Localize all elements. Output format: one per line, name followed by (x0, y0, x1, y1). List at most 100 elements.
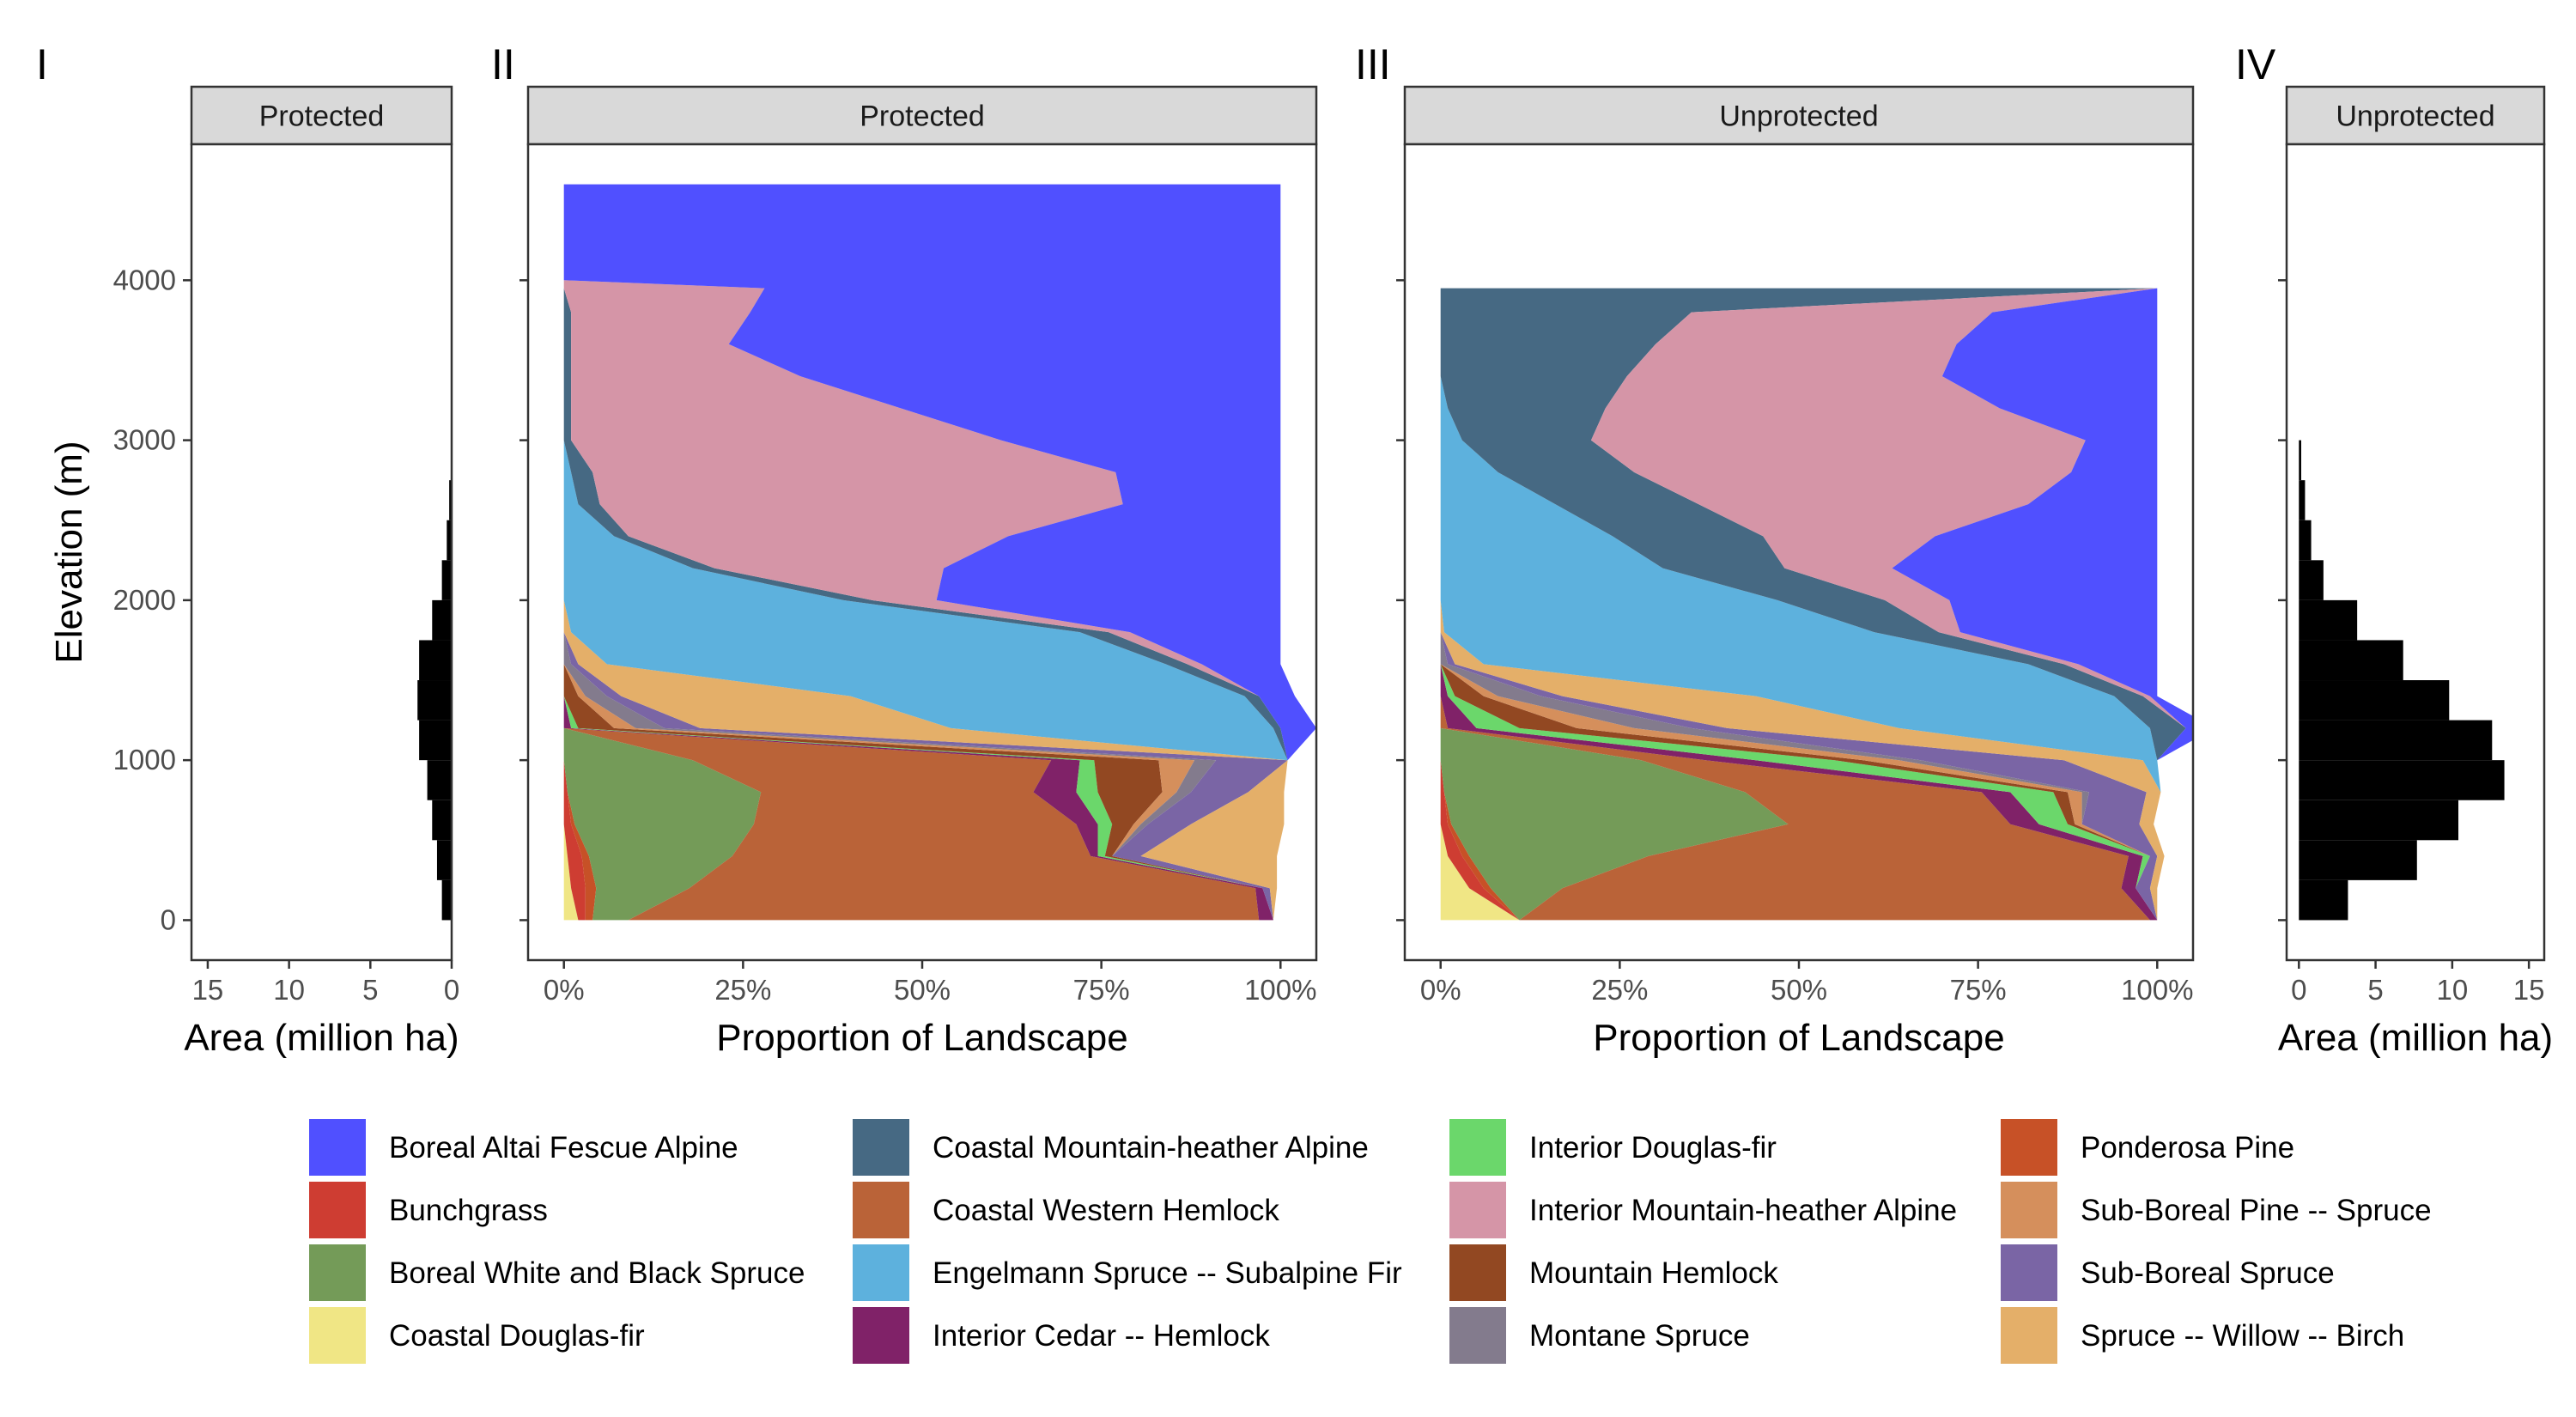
panel-tag: IV (2235, 40, 2276, 88)
x-tick-label: 0% (544, 974, 585, 1006)
histogram-bar (2299, 760, 2505, 800)
facet-strip-label: Protected (860, 100, 985, 133)
histogram-bar (432, 599, 452, 641)
x-tick-label: 50% (1771, 974, 1827, 1006)
area-series-coastal-western-hemlock (563, 184, 1260, 921)
x-tick-label: 75% (1073, 974, 1130, 1006)
area-series-engelmann-spruce-subalpine-fir (1440, 288, 2165, 921)
legend-key (2001, 1307, 2057, 1364)
legend-label: Engelmann Spruce -- Subalpine Fir (933, 1256, 1402, 1290)
x-tick-label: 5 (362, 974, 378, 1006)
legend-key (2001, 1182, 2057, 1238)
histogram-bar (417, 680, 452, 721)
x-tick-label: 75% (1950, 974, 2007, 1006)
facet-strip (526, 85, 1318, 146)
legend-key (853, 1244, 909, 1301)
legend-label: Coastal Douglas-fir (389, 1319, 645, 1353)
histogram-bar (2299, 800, 2458, 841)
facet-strip-label: Unprotected (2336, 100, 2494, 133)
area-series-bunchgrass (1440, 288, 1520, 921)
panel-border (2285, 143, 2546, 962)
legend-key (2001, 1119, 2057, 1176)
legend: Boreal Altai Fescue Alpine Bunchgrass Bore… (309, 1119, 2432, 1364)
area-series-boreal-altai-fescue-alpine (1892, 288, 2193, 921)
y-axis-title: Elevation (m) (48, 441, 90, 663)
x-tick-label: 25% (714, 974, 771, 1006)
facet-strip-label: Unprotected (1719, 100, 1878, 133)
histogram-bar (449, 480, 452, 520)
histogram-bar (2299, 560, 2324, 600)
x-tick-label: 0 (444, 974, 459, 1006)
histogram-bar (2299, 879, 2348, 921)
legend-key (1449, 1244, 1506, 1301)
area-series-engelmann-spruce-subalpine-fir (563, 184, 1288, 921)
legend-key (309, 1307, 366, 1364)
histogram-bar (2299, 720, 2493, 761)
panel-background (191, 144, 452, 960)
x-tick-label: 10 (273, 974, 305, 1006)
y-tick-label: 3000 (113, 424, 176, 456)
x-axis-title: Area (million ha) (2278, 1017, 2553, 1059)
legend-label: Boreal Altai Fescue Alpine (389, 1131, 738, 1165)
histogram-bar (2299, 520, 2312, 561)
x-tick-label: 0 (2291, 974, 2306, 1006)
legend-label: Interior Cedar -- Hemlock (933, 1319, 1270, 1353)
x-axis-title: Area (million ha) (184, 1017, 459, 1059)
legend-label: Bunchgrass (389, 1194, 548, 1227)
x-tick-label: 25% (1591, 974, 1648, 1006)
panel-tag: II (491, 40, 515, 88)
panel-tag: I (36, 40, 48, 88)
histogram-bar (441, 560, 452, 600)
facet-strip (2285, 85, 2546, 146)
facet-strip-label: Protected (259, 100, 385, 133)
legend-label: Boreal White and Black Spruce (389, 1256, 805, 1290)
legend-key (309, 1244, 366, 1301)
histogram-bar (2299, 680, 2450, 721)
y-tick-label: 2000 (113, 584, 176, 616)
legend-key (853, 1307, 909, 1364)
area-series-interior-mountain-heather-alpine (1591, 288, 2186, 921)
x-tick-label: 100% (2121, 974, 2193, 1006)
area-series-boreal-white-and-black-spruce (563, 184, 762, 921)
x-tick-label: 15 (192, 974, 224, 1006)
area-series-interior-mountain-heather-alpine (563, 184, 1288, 921)
facet-strip (190, 85, 453, 146)
plot-area (1440, 288, 2193, 921)
histogram-bar (441, 879, 452, 921)
histogram-bar (2299, 480, 2306, 520)
facet-strip (1403, 85, 2195, 146)
legend-label: Coastal Mountain-heather Alpine (933, 1131, 1369, 1165)
legend-key (309, 1119, 366, 1176)
area-series-coastal-western-hemlock (1440, 288, 2150, 921)
x-tick-label: 100% (1244, 974, 1316, 1006)
x-tick-label: 10 (2436, 974, 2468, 1006)
legend-key (309, 1182, 366, 1238)
x-axis-title: Proportion of Landscape (1593, 1017, 2004, 1059)
legend-label: Sub-Boreal Pine -- Spruce (2081, 1194, 2432, 1227)
histogram-bar (2299, 640, 2403, 681)
y-tick-label: 0 (161, 903, 176, 935)
histogram-bar (419, 720, 452, 761)
histogram-bar (447, 520, 452, 561)
legend-key (1449, 1307, 1506, 1364)
area-series-boreal-white-and-black-spruce (1440, 288, 1789, 921)
legend-label: Spruce -- Willow -- Birch (2081, 1319, 2404, 1353)
plot-area (563, 184, 1316, 921)
x-tick-label: 50% (894, 974, 951, 1006)
legend-label: Coastal Western Hemlock (933, 1194, 1279, 1227)
x-tick-label: 5 (2367, 974, 2383, 1006)
plot-area (2299, 440, 2505, 921)
x-axis-title: Proportion of Landscape (716, 1017, 1127, 1059)
panel-border (190, 143, 453, 962)
area-series-mountain-hemlock (563, 184, 1273, 921)
legend-label: Montane Spruce (1529, 1319, 1750, 1353)
histogram-bar (432, 800, 452, 841)
legend-key (853, 1119, 909, 1176)
histogram-bar (2299, 840, 2417, 880)
area-series-coastal-mountain-heather-alpine (1440, 288, 2186, 921)
x-tick-label: 0% (1420, 974, 1461, 1006)
legend-key (1449, 1119, 1506, 1176)
legend-label: Interior Douglas-fir (1529, 1131, 1777, 1165)
legend-label: Ponderosa Pine (2081, 1131, 2294, 1165)
